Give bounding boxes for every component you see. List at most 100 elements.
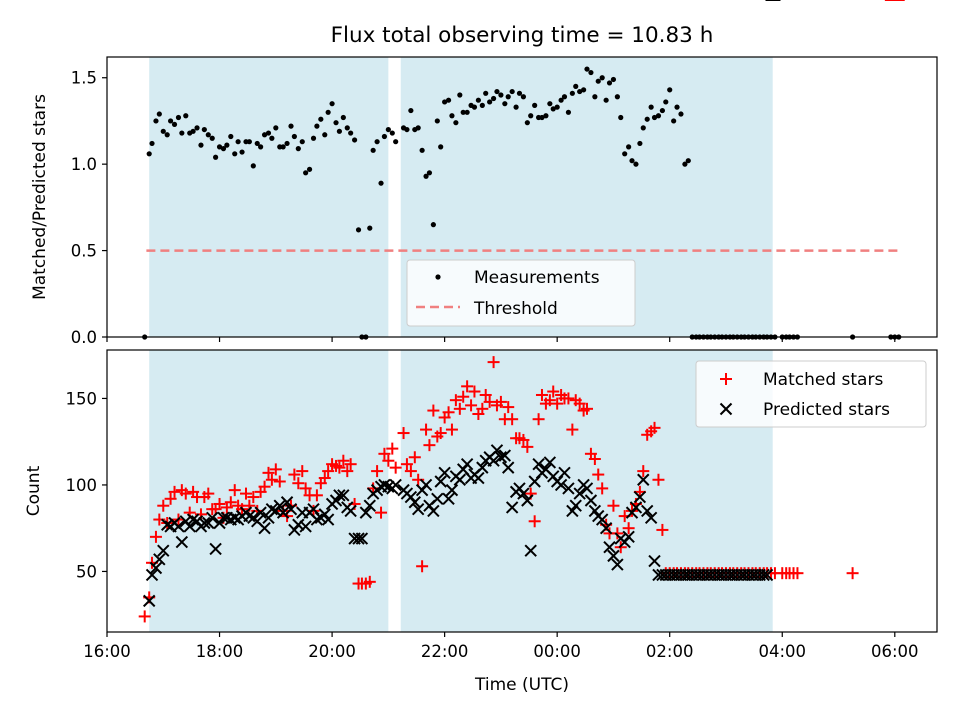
matched-star-point <box>637 465 650 478</box>
measurement-point <box>438 144 444 150</box>
measurement-point <box>175 114 182 121</box>
predicted-star-point <box>145 568 159 582</box>
measurement-point <box>610 76 617 83</box>
measurement-point <box>351 137 358 143</box>
predicted-star-point <box>292 518 305 531</box>
predicted-star-point <box>276 506 290 519</box>
measurement-point <box>471 104 478 110</box>
measurement-point <box>314 123 320 129</box>
measurement-point <box>288 123 294 129</box>
matched-star-point <box>457 390 470 403</box>
predicted-star-point <box>595 513 609 526</box>
predicted-star-point <box>532 457 545 471</box>
predicted-star-point <box>344 504 357 518</box>
measurement-point <box>528 113 534 119</box>
measurement-point <box>164 132 170 138</box>
measurement-point <box>494 88 500 95</box>
measurement-point <box>678 111 684 117</box>
predicted-star-point <box>648 554 661 568</box>
measurement-point <box>235 139 241 145</box>
matched-star-point <box>580 402 593 415</box>
measurement-point <box>381 133 388 140</box>
matched-star-point <box>157 499 170 512</box>
measurement-point <box>644 116 650 122</box>
measurement-point <box>228 133 234 140</box>
measurement-point <box>550 106 556 112</box>
measurement-point <box>498 92 504 98</box>
y-tick-label: 1.5 <box>71 69 97 88</box>
measurement-points <box>142 66 902 340</box>
predicted-star-point <box>408 496 422 509</box>
measurement-point <box>599 75 605 81</box>
matched-star-point <box>341 465 354 478</box>
predicted-star-point <box>558 466 571 480</box>
top-legend-box <box>406 259 636 327</box>
predicted-star-point <box>198 516 211 530</box>
matched-star-point <box>179 487 192 500</box>
measurement-point <box>179 130 185 136</box>
measurement-point <box>430 222 436 228</box>
predicted-star-point <box>476 461 489 474</box>
measurement-point <box>385 126 391 133</box>
predicted-star-point <box>517 487 530 500</box>
matched-star-point <box>427 404 440 417</box>
matched-star-point <box>296 465 309 478</box>
measurement-point <box>336 128 342 134</box>
measurement-point <box>265 130 272 136</box>
matched-star-point <box>386 442 399 455</box>
measurement-point <box>682 161 688 167</box>
top-x-axis-ticks <box>106 337 896 342</box>
matched-star-point <box>506 413 519 426</box>
predicted-star-point <box>172 520 185 533</box>
measurement-point <box>284 140 290 147</box>
measurement-point <box>453 120 459 126</box>
predicted-star-point <box>584 494 598 507</box>
predicted-star-point <box>622 530 635 544</box>
measurement-point <box>520 94 527 100</box>
x-tick-label: 22:00 <box>421 642 469 661</box>
predicted-star-point <box>299 520 312 533</box>
matched-star-point <box>423 439 436 452</box>
matched-star-point <box>404 465 417 478</box>
predicted-star-point <box>633 490 647 504</box>
matched-star-point <box>138 610 151 623</box>
predicted-star-point <box>321 513 335 526</box>
matched-star-point <box>547 385 560 398</box>
top-y-axis-ticks: 0.0 0.5 1.0 1.5 <box>71 69 107 347</box>
predicted-star-point <box>153 553 166 566</box>
measurement-point <box>603 97 609 103</box>
bottom-legend: Matched stars Predicted stars <box>695 360 927 428</box>
predicted-star-point <box>505 501 519 514</box>
matched-star-point <box>543 394 556 407</box>
matched-star-point <box>337 454 350 467</box>
predicted-star-point <box>382 480 395 493</box>
legend-x-marker <box>719 402 733 416</box>
matched-star-point <box>611 527 624 540</box>
measurement-point <box>573 83 579 89</box>
matched-star-point <box>468 385 481 398</box>
y-tick-label: 0.5 <box>71 242 97 261</box>
matched-star-point <box>262 466 275 479</box>
measurement-point <box>595 78 601 84</box>
measurement-point <box>322 132 328 138</box>
measurement-point <box>239 149 245 155</box>
measurement-point <box>434 118 440 124</box>
matched-star-point <box>213 497 226 510</box>
matched-star-point <box>344 458 357 471</box>
measurement-point <box>539 114 545 121</box>
matched-star-point <box>502 401 515 414</box>
measurement-point <box>171 121 178 128</box>
measurement-point <box>220 146 227 152</box>
top-y-axis-label: Matched/Predicted stars <box>30 94 50 300</box>
measurement-point <box>156 111 162 117</box>
predicted-star-point <box>310 513 324 526</box>
predicted-star-point <box>757 568 770 582</box>
matched-star-point <box>846 567 859 580</box>
measurement-point <box>554 104 560 110</box>
measurement-point <box>389 130 395 136</box>
measurement-point <box>216 144 223 150</box>
measurement-point <box>505 94 511 100</box>
matched-star-point <box>449 394 462 407</box>
matched-star-point <box>461 380 474 393</box>
